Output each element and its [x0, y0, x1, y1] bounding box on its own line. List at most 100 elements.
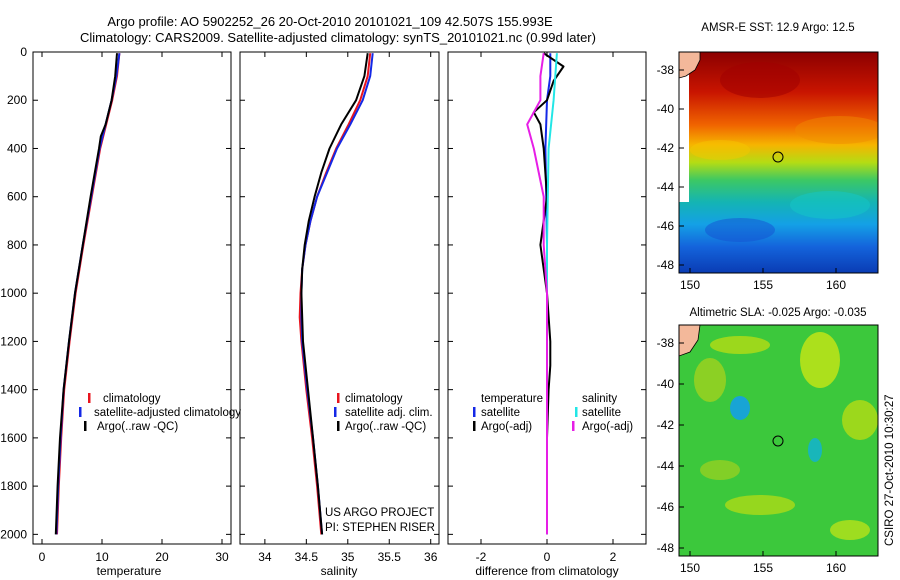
sst-map — [679, 52, 878, 273]
sla-high-patch — [710, 336, 770, 354]
temperature-series-lines — [54, 53, 121, 535]
map-lon-label: 150 — [680, 278, 700, 292]
legend-swatch-climatology — [88, 393, 91, 403]
x-tick-label: 35 — [341, 550, 355, 564]
x-tick-label: 20 — [155, 550, 169, 564]
series-line-climatology — [56, 53, 121, 535]
series-line-argo-raw-qc- — [54, 53, 118, 535]
map-lat-label: -38 — [657, 336, 675, 350]
series-line-climatology — [298, 53, 372, 535]
depth-tick-label: 1400 — [0, 383, 27, 397]
sst-warm-patch — [720, 62, 800, 98]
x-tick-label: 35.5 — [378, 550, 402, 564]
series-line-salinity-argo-adj- — [526, 53, 548, 535]
sst-front-patch — [690, 140, 750, 160]
sst-map-ticks: -38 -40 -42 -44 -46 -48 150 155 160 — [657, 63, 847, 292]
legend-head-temperature: temperature — [481, 393, 543, 405]
series-line-satellite-adj-clim- — [300, 53, 374, 535]
side-timestamp: CSIRO 27-Oct-2010 10:30:27 — [884, 395, 896, 547]
salinity-legend: climatology satellite adj. clim. Argo(..… — [334, 393, 433, 433]
sla-high-patch — [694, 358, 726, 402]
map-lat-label: -48 — [657, 258, 675, 272]
credit-pi: PI: STEPHEN RISER — [325, 522, 435, 534]
map-lat-label: -40 — [657, 377, 675, 391]
temperature-legend: climatology satellite-adjusted climatolo… — [79, 393, 241, 433]
map-lat-label: -44 — [657, 180, 675, 194]
map-lat-label: -46 — [657, 500, 675, 514]
sla-high-patch — [800, 332, 840, 388]
legend-swatch-argo — [337, 421, 340, 431]
credit-project: US ARGO PROJECT — [325, 507, 434, 519]
land-coast — [679, 325, 701, 357]
sla-argo-location-marker — [772, 435, 784, 447]
sla-high-patch — [830, 520, 870, 540]
figure-title-line2: Climatology: CARS2009. Satellite-adjuste… — [80, 30, 596, 45]
difference-series-lines — [526, 52, 565, 535]
depth-tick-label: 1600 — [0, 431, 27, 445]
legend-label-temp-satellite: satellite — [481, 407, 520, 419]
x-tick-label: 2 — [610, 550, 617, 564]
depth-tick-label: 400 — [7, 141, 27, 155]
sst-cold-patch — [705, 218, 775, 242]
depth-tick-label: 1200 — [0, 334, 27, 348]
legend-swatch-satellite — [79, 407, 82, 417]
x-tick-label: 34.5 — [295, 550, 319, 564]
legend-swatch-sal-satellite — [575, 407, 578, 417]
x-tick-label: 34 — [258, 550, 272, 564]
map-lat-label: -40 — [657, 102, 675, 116]
depth-tick-label: 200 — [7, 93, 27, 107]
sla-map-title: Altimetric SLA: -0.025 Argo: -0.035 — [689, 307, 866, 319]
sla-low-patch — [730, 396, 750, 420]
depth-tick-label: 1800 — [0, 479, 27, 493]
sst-map-frame — [678, 51, 879, 274]
map-lon-label: 155 — [753, 278, 773, 292]
salinity-xlabel: salinity — [321, 564, 358, 578]
x-tick-label: 0 — [39, 550, 46, 564]
sla-high-patch — [842, 400, 878, 440]
land-coast — [679, 52, 701, 79]
difference-xlabel: difference from climatology — [475, 564, 618, 578]
sst-map-title: AMSR-E SST: 12.9 Argo: 12.5 — [701, 22, 854, 34]
legend-swatch-temp-argo — [473, 421, 476, 431]
legend-label-climatology: climatology — [103, 393, 161, 405]
depth-axis-ticks: 0 200 400 600 800 1000 1200 1400 1600 1800 2000 — [0, 45, 646, 541]
legend-label-temp-argo: Argo(-adj) — [481, 421, 532, 433]
map-lat-label: -46 — [657, 219, 675, 233]
x-tick-label: -2 — [476, 550, 487, 564]
map-lat-label: -42 — [657, 141, 675, 155]
series-line-satellite-adjusted-climatology — [55, 53, 121, 535]
legend-label-argo: Argo(..raw -QC) — [345, 421, 426, 433]
x-tick-label: 30 — [215, 550, 229, 564]
salinity-series-lines — [298, 53, 374, 535]
legend-swatch-satellite — [334, 407, 337, 417]
legend-head-salinity: salinity — [582, 393, 617, 405]
x-tick-label: 36 — [424, 550, 438, 564]
legend-swatch-climatology — [337, 393, 340, 403]
legend-label-satellite: satellite adj. clim. — [345, 407, 433, 419]
sst-front-patch — [795, 116, 878, 144]
depth-tick-label: 600 — [7, 190, 27, 204]
temperature-xlabel: temperature — [97, 564, 162, 578]
map-lat-label: -38 — [657, 63, 675, 77]
depth-tick-label: 0 — [20, 45, 27, 59]
x-tick-label: 10 — [95, 550, 109, 564]
difference-axis-ticks: -2 0 2 — [476, 52, 617, 564]
sst-missing-data — [679, 52, 689, 202]
map-lon-label: 150 — [680, 561, 700, 575]
legend-swatch-sal-argo — [572, 421, 575, 431]
legend-label-argo: Argo(..raw -QC) — [97, 421, 178, 433]
map-lon-label: 155 — [753, 561, 773, 575]
legend-label-sal-argo: Argo(-adj) — [582, 421, 633, 433]
series-line-argo-raw-qc- — [300, 53, 369, 535]
map-lat-label: -48 — [657, 541, 675, 555]
map-lat-label: -44 — [657, 459, 675, 473]
series-line-salinity-satellite — [546, 53, 558, 535]
difference-legend: temperature salinity satellite Argo(-adj… — [473, 393, 633, 433]
depth-tick-label: 1000 — [0, 286, 27, 300]
sst-argo-location-marker — [772, 151, 784, 163]
temperature-plot-frame — [32, 51, 232, 545]
legend-label-satellite: satellite-adjusted climatology — [94, 407, 241, 419]
x-tick-label: 0 — [544, 550, 551, 564]
sla-high-patch — [725, 495, 795, 515]
